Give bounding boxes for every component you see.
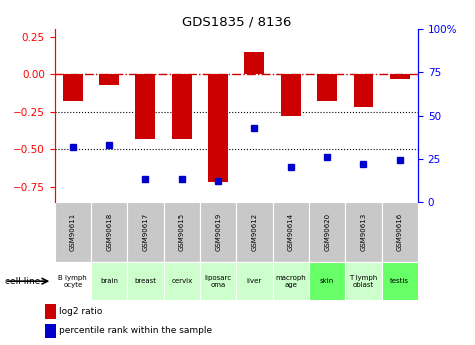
Text: cervix: cervix — [171, 278, 192, 284]
Text: log2 ratio: log2 ratio — [59, 307, 103, 316]
Bar — [273, 202, 309, 262]
Bar — [45, 324, 56, 338]
Bar — [63, 74, 83, 101]
Text: GSM90613: GSM90613 — [361, 213, 367, 251]
Bar — [345, 202, 381, 262]
Text: brain: brain — [100, 278, 118, 284]
Bar — [381, 262, 418, 300]
Title: GDS1835 / 8136: GDS1835 / 8136 — [181, 15, 291, 28]
Bar — [353, 74, 373, 107]
Text: breast: breast — [134, 278, 156, 284]
Bar — [309, 262, 345, 300]
Bar — [55, 262, 91, 300]
Bar — [200, 262, 237, 300]
Bar — [208, 74, 228, 182]
Bar — [135, 74, 155, 139]
Text: B lymph
ocyte: B lymph ocyte — [58, 275, 87, 288]
Bar — [345, 262, 381, 300]
Text: skin: skin — [320, 278, 334, 284]
Bar — [172, 74, 192, 139]
Text: testis: testis — [390, 278, 409, 284]
Text: liver: liver — [247, 278, 262, 284]
Bar — [237, 262, 273, 300]
Bar — [127, 262, 163, 300]
Text: GSM90616: GSM90616 — [397, 213, 403, 251]
Text: liposarc
oma: liposarc oma — [205, 275, 232, 288]
Bar — [127, 202, 163, 262]
Bar — [317, 74, 337, 101]
Bar — [381, 202, 418, 262]
Bar — [245, 52, 265, 74]
Bar — [55, 202, 91, 262]
Bar — [390, 74, 410, 79]
Bar — [237, 202, 273, 262]
Bar — [163, 202, 200, 262]
Bar — [99, 74, 119, 85]
Text: percentile rank within the sample: percentile rank within the sample — [59, 326, 212, 335]
Bar — [45, 304, 56, 319]
Text: GSM90612: GSM90612 — [251, 213, 257, 251]
Text: GSM90619: GSM90619 — [215, 213, 221, 251]
Text: GSM90620: GSM90620 — [324, 213, 330, 251]
Bar — [281, 74, 301, 116]
Text: GSM90615: GSM90615 — [179, 213, 185, 251]
Bar — [200, 202, 237, 262]
Bar — [91, 262, 127, 300]
Text: GSM90614: GSM90614 — [288, 213, 294, 251]
Bar — [163, 262, 200, 300]
Text: cell line: cell line — [5, 277, 40, 286]
Bar — [91, 202, 127, 262]
Text: macroph
age: macroph age — [276, 275, 306, 288]
Text: GSM90611: GSM90611 — [70, 213, 76, 251]
Bar — [309, 202, 345, 262]
Bar — [273, 262, 309, 300]
Text: GSM90618: GSM90618 — [106, 213, 112, 251]
Text: T lymph
oblast: T lymph oblast — [350, 275, 378, 288]
Text: GSM90617: GSM90617 — [142, 213, 149, 251]
